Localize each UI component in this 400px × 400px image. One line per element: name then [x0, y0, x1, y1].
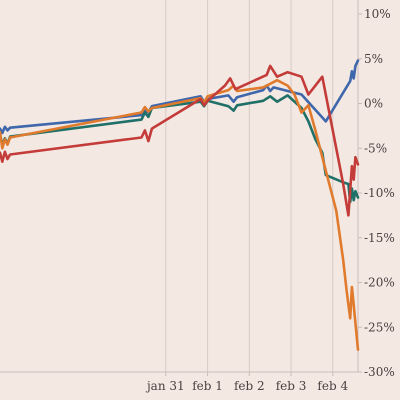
x-tick-labels: jan 31 feb 1 feb 2 feb 3 feb 4 [145, 379, 349, 393]
y-tick-label: 10% [364, 7, 391, 21]
x-tick-label: feb 2 [234, 379, 265, 393]
series-line-2 [0, 94, 360, 204]
y-tick-label: -10% [364, 186, 395, 200]
y-tick-label: 5% [364, 52, 383, 66]
y-tick-labels: 10% 5% 0% -5% -10% -15% -20% -25% -30% [364, 7, 395, 379]
x-tick-label: feb 3 [276, 379, 307, 393]
series-line-1 [0, 59, 360, 135]
y-tick-label: -5% [364, 141, 387, 155]
y-tick-label: 0% [364, 97, 383, 111]
series-line-3 [0, 78, 360, 351]
y-tick-label: -25% [364, 320, 395, 334]
series-line-4 [0, 64, 360, 217]
y-tick-label: -15% [364, 231, 395, 245]
series-lines [0, 59, 360, 351]
x-tick-label: feb 1 [192, 379, 223, 393]
x-tick-label: jan 31 [145, 379, 185, 393]
x-tick-label: feb 4 [317, 379, 348, 393]
y-tick-label: -20% [364, 276, 395, 290]
y-tick-label: -30% [364, 365, 395, 379]
grid-lines [165, 0, 334, 372]
